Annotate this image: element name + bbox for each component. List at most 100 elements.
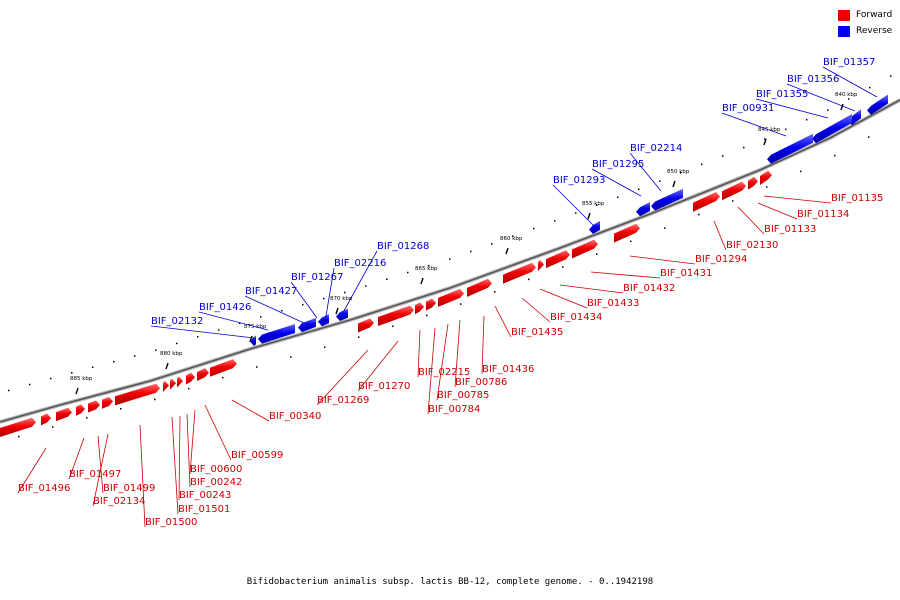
forward-gene-block[interactable] — [358, 318, 374, 333]
reverse-gene-label[interactable]: BIF_02132 — [151, 316, 203, 327]
reverse-gene-label-leader — [244, 295, 305, 324]
reverse-gene-block[interactable] — [589, 220, 600, 235]
forward-gene-block[interactable] — [546, 250, 570, 269]
forward-gene-label[interactable]: BIF_01135 — [831, 193, 883, 204]
forward-gene-label[interactable]: BIF_00786 — [455, 377, 507, 388]
forward-gene-label[interactable]: BIF_01133 — [764, 224, 816, 235]
forward-gene-label[interactable]: BIF_00785 — [437, 390, 489, 401]
forward-gene-label[interactable]: BIF_01435 — [511, 327, 563, 338]
forward-gene-block[interactable] — [41, 413, 51, 426]
forward-gene-block[interactable] — [614, 223, 640, 243]
reverse-gene-block[interactable] — [250, 335, 256, 346]
forward-gene-label[interactable]: BIF_02130 — [726, 240, 778, 251]
reverse-gene-block[interactable] — [298, 317, 316, 333]
forward-gene-block[interactable] — [538, 259, 544, 271]
forward-gene-block[interactable] — [503, 262, 536, 284]
forward-gene-label-leader — [139, 424, 146, 528]
reverse-gene-label[interactable]: BIF_01356 — [787, 74, 839, 85]
forward-gene-block[interactable] — [197, 368, 209, 381]
forward-gene-block[interactable] — [722, 181, 746, 201]
forward-gene-label[interactable]: BIF_01433 — [587, 298, 639, 309]
forward-gene-label[interactable]: BIF_01434 — [550, 312, 602, 323]
forward-gene-label[interactable]: BIF_00243 — [179, 490, 231, 501]
forward-gene-block[interactable] — [56, 407, 72, 422]
reverse-gene-label[interactable]: BIF_01267 — [291, 272, 343, 283]
scale-dot — [8, 389, 10, 392]
reverse-gene-block[interactable] — [767, 133, 813, 164]
forward-gene-label[interactable]: BIF_01269 — [317, 395, 369, 406]
scale-dot — [617, 196, 619, 198]
forward-gene-block[interactable] — [467, 278, 492, 297]
forward-gene-block[interactable] — [88, 400, 100, 413]
reverse-gene-label[interactable]: BIF_01426 — [199, 302, 251, 313]
forward-gene-label-leader — [737, 206, 765, 235]
forward-gene-block[interactable] — [572, 239, 598, 259]
forward-gene-label[interactable]: BIF_02134 — [93, 496, 145, 507]
scale-dot — [470, 250, 472, 253]
forward-gene-block[interactable] — [438, 288, 464, 307]
reverse-gene-label[interactable]: BIF_00931 — [722, 103, 774, 114]
reverse-gene-label[interactable]: BIF_02216 — [334, 258, 386, 269]
forward-gene-block[interactable] — [177, 376, 183, 388]
reverse-gene-label[interactable]: BIF_01427 — [245, 286, 297, 297]
forward-gene-label[interactable]: BIF_02215 — [418, 367, 470, 378]
forward-gene-block[interactable] — [210, 359, 237, 377]
forward-gene-block[interactable] — [426, 298, 436, 311]
forward-gene-label[interactable]: BIF_00599 — [231, 450, 283, 461]
scale-dot — [562, 266, 564, 268]
reverse-gene-block[interactable] — [651, 188, 683, 211]
reverse-gene-block[interactable] — [636, 202, 650, 217]
forward-gene-label-leader — [521, 297, 551, 323]
forward-gene-label[interactable]: BIF_01431 — [660, 268, 712, 279]
forward-gene-label[interactable]: BIF_00600 — [190, 464, 242, 475]
scale-dot — [698, 213, 700, 216]
scale-label: 865 kbp — [415, 266, 438, 272]
reverse-gene-label-leader — [339, 250, 378, 319]
forward-gene-label[interactable]: BIF_01134 — [797, 209, 849, 220]
forward-gene-block[interactable] — [748, 176, 758, 190]
reverse-gene-label[interactable]: BIF_01295 — [592, 159, 644, 170]
reverse-gene-label[interactable]: BIF_01293 — [553, 175, 605, 186]
forward-gene-block[interactable] — [163, 380, 169, 392]
reverse-gene-label[interactable]: BIF_02214 — [630, 143, 682, 154]
forward-gene-label[interactable]: BIF_01436 — [482, 364, 534, 375]
forward-gene-block[interactable] — [760, 170, 772, 185]
forward-gene-label[interactable]: BIF_00340 — [269, 411, 321, 422]
scale-dot — [155, 349, 157, 351]
scale-dot — [222, 376, 224, 379]
reverse-gene-block[interactable] — [258, 323, 295, 344]
scale-dot — [848, 98, 850, 100]
reverse-gene-block[interactable] — [318, 314, 329, 327]
forward-gene-label-leader — [481, 315, 485, 375]
forward-gene-block[interactable] — [170, 378, 176, 390]
scale-dot — [386, 278, 388, 280]
forward-gene-block[interactable] — [0, 417, 36, 437]
forward-gene-label[interactable]: BIF_01500 — [145, 517, 197, 528]
forward-gene-block[interactable] — [76, 404, 85, 416]
forward-gene-label[interactable]: BIF_01496 — [18, 483, 70, 494]
forward-gene-label[interactable]: BIF_01432 — [623, 283, 675, 294]
forward-gene-label[interactable]: BIF_01270 — [358, 381, 410, 392]
reverse-gene-block[interactable] — [867, 94, 888, 115]
reverse-gene-label[interactable]: BIF_01268 — [377, 241, 429, 252]
reverse-gene-label[interactable]: BIF_01355 — [756, 89, 808, 100]
forward-gene-block[interactable] — [693, 192, 720, 212]
scale-label: 880 kbp — [160, 351, 183, 357]
forward-gene-block[interactable] — [378, 305, 414, 327]
forward-gene-label[interactable]: BIF_00784 — [428, 404, 480, 415]
forward-gene-block[interactable] — [186, 372, 195, 385]
scale-dot — [827, 109, 829, 111]
forward-gene-label[interactable]: BIF_01501 — [178, 504, 230, 515]
forward-gene-label[interactable]: BIF_01499 — [103, 483, 155, 494]
reverse-gene-block[interactable] — [812, 114, 852, 144]
forward-gene-label[interactable]: BIF_00242 — [190, 477, 242, 488]
forward-gene-block[interactable] — [102, 396, 113, 409]
forward-gene-label[interactable]: BIF_01294 — [695, 254, 747, 265]
reverse-gene-label[interactable]: BIF_01357 — [823, 57, 875, 68]
forward-gene-label-leader — [763, 195, 832, 204]
scale-dot — [528, 278, 530, 281]
scale-tick — [75, 387, 79, 395]
forward-gene-label[interactable]: BIF_01497 — [69, 469, 121, 480]
forward-gene-block[interactable] — [115, 383, 160, 406]
forward-gene-block[interactable] — [415, 302, 424, 315]
